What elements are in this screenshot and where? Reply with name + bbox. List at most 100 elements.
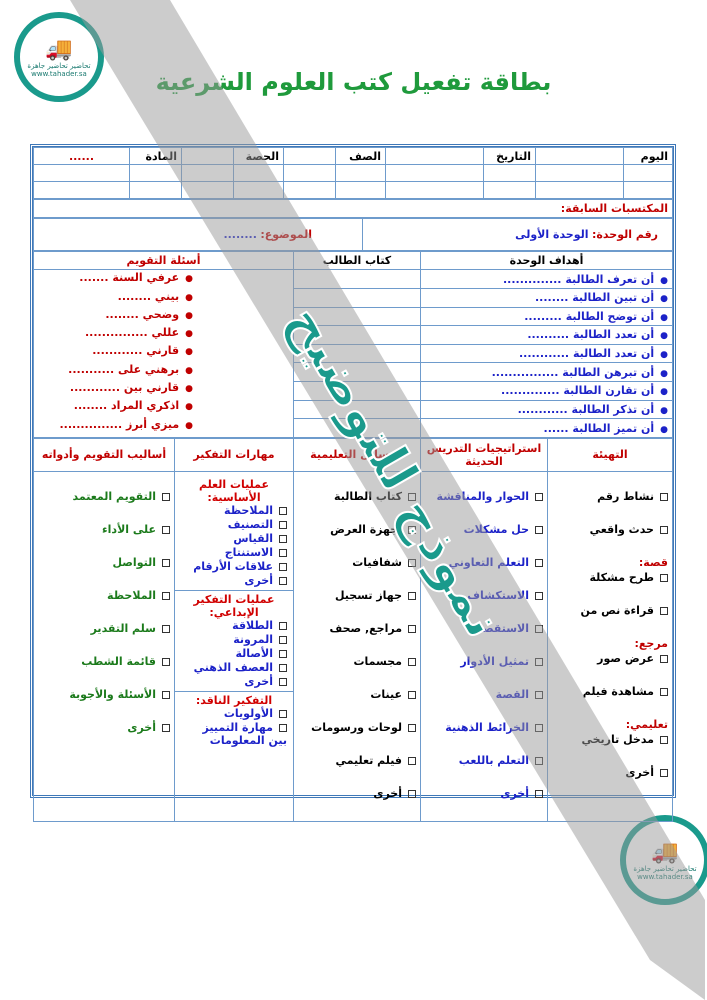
checkbox-item-strategy[interactable]: التعلم باللعب	[425, 754, 543, 767]
checkbox-item-strategy[interactable]: تمثيل الأدوار	[425, 655, 543, 668]
book-cell[interactable]	[293, 287, 421, 308]
checkbox-item-assessment[interactable]: سلم التقدير	[38, 622, 170, 635]
subject-value[interactable]: ......	[33, 147, 130, 165]
checkbox-icon[interactable]	[162, 690, 170, 699]
checkbox-item-warmup[interactable]: طرح مشكلة	[552, 571, 668, 584]
book-cell[interactable]	[293, 399, 421, 420]
checkbox-item-assessment[interactable]: التواصل	[38, 556, 170, 569]
checkbox-icon[interactable]	[535, 558, 543, 567]
checkbox-icon[interactable]	[408, 690, 416, 699]
checkbox-icon[interactable]	[660, 492, 668, 501]
checkbox-icon[interactable]	[279, 635, 287, 644]
checkbox-item-aid[interactable]: مجسمات	[298, 655, 416, 668]
book-cell[interactable]	[293, 306, 421, 327]
checkbox-item-warmup[interactable]: عرض صور	[552, 652, 668, 665]
checkbox-item-aid[interactable]: فيلم تعليمي	[298, 754, 416, 767]
checkbox-icon[interactable]	[535, 525, 543, 534]
checkbox-item-thinking[interactable]: أخرى	[181, 675, 287, 688]
checkbox-item-thinking[interactable]: الطلاقة	[181, 619, 287, 632]
checkbox-item-warmup[interactable]: حدث واقعي	[552, 523, 668, 536]
checkbox-item-strategy[interactable]: القصة	[425, 688, 543, 701]
checkbox-icon[interactable]	[408, 591, 416, 600]
checkbox-icon[interactable]	[535, 690, 543, 699]
checkbox-item-strategy[interactable]: التعلم التعاوني	[425, 556, 543, 569]
checkbox-icon[interactable]	[535, 591, 543, 600]
checkbox-icon[interactable]	[279, 562, 287, 571]
checkbox-icon[interactable]	[660, 735, 668, 744]
checkbox-item-thinking[interactable]: التصنيف	[181, 518, 287, 531]
checkbox-item-thinking[interactable]: المرونة	[181, 633, 287, 646]
checkbox-icon[interactable]	[408, 723, 416, 732]
checkbox-item-thinking[interactable]: أخرى	[181, 574, 287, 587]
checkbox-item-strategy[interactable]: الخرائط الذهنية	[425, 721, 543, 734]
checkbox-item-warmup[interactable]: أخرى	[552, 766, 668, 779]
checkbox-icon[interactable]	[162, 492, 170, 501]
checkbox-icon[interactable]	[279, 534, 287, 543]
checkbox-item-thinking[interactable]: الملاحظة	[181, 504, 287, 517]
checkbox-icon[interactable]	[408, 756, 416, 765]
checkbox-item-aid[interactable]: أجهزة العرض	[298, 523, 416, 536]
checkbox-item-assessment[interactable]: الأسئلة والأجوبة	[38, 688, 170, 701]
checkbox-item-aid[interactable]: لوحات ورسومات	[298, 721, 416, 734]
day-value[interactable]	[535, 147, 624, 165]
checkbox-icon[interactable]	[279, 548, 287, 557]
checkbox-item-thinking[interactable]: الاستنتاج	[181, 546, 287, 559]
checkbox-icon[interactable]	[279, 709, 287, 718]
checkbox-icon[interactable]	[162, 525, 170, 534]
checkbox-item-warmup[interactable]: نشاط رقم	[552, 490, 668, 503]
checkbox-item-aid[interactable]: شفافيات	[298, 556, 416, 569]
checkbox-item-thinking[interactable]: الأولويات	[181, 707, 287, 720]
checkbox-item-strategy[interactable]: حل مشكلات	[425, 523, 543, 536]
checkbox-icon[interactable]	[535, 723, 543, 732]
checkbox-icon[interactable]	[408, 789, 416, 798]
checkbox-icon[interactable]	[535, 789, 543, 798]
checkbox-icon[interactable]	[162, 657, 170, 666]
checkbox-icon[interactable]	[162, 624, 170, 633]
book-cell[interactable]	[293, 343, 421, 364]
checkbox-icon[interactable]	[660, 606, 668, 615]
checkbox-item-thinking[interactable]: الأصالة	[181, 647, 287, 660]
book-cell[interactable]	[293, 362, 421, 383]
checkbox-icon[interactable]	[535, 756, 543, 765]
period-value[interactable]	[181, 147, 234, 165]
checkbox-item-strategy[interactable]: أخرى	[425, 787, 543, 800]
checkbox-item-strategy[interactable]: الاستكشاف	[425, 589, 543, 602]
checkbox-icon[interactable]	[162, 723, 170, 732]
checkbox-icon[interactable]	[279, 520, 287, 529]
book-cell[interactable]	[293, 269, 421, 289]
checkbox-item-warmup[interactable]: قراءة نص من	[552, 604, 668, 617]
checkbox-item-aid[interactable]: جهاز تسجيل	[298, 589, 416, 602]
checkbox-icon[interactable]	[408, 492, 416, 501]
checkbox-item-warmup[interactable]: مدخل تاريخي	[552, 733, 668, 746]
book-cell[interactable]	[293, 418, 421, 438]
checkbox-icon[interactable]	[279, 649, 287, 658]
checkbox-icon[interactable]	[279, 677, 287, 686]
date-value[interactable]	[385, 147, 484, 165]
checkbox-item-assessment[interactable]: قائمة الشطب	[38, 655, 170, 668]
checkbox-icon[interactable]	[279, 506, 287, 515]
checkbox-icon[interactable]	[279, 723, 287, 732]
checkbox-item-assessment[interactable]: على الأداء	[38, 523, 170, 536]
checkbox-icon[interactable]	[279, 576, 287, 585]
checkbox-item-assessment[interactable]: الملاحظة	[38, 589, 170, 602]
checkbox-icon[interactable]	[279, 621, 287, 630]
checkbox-icon[interactable]	[408, 558, 416, 567]
checkbox-icon[interactable]	[535, 624, 543, 633]
checkbox-icon[interactable]	[279, 663, 287, 672]
checkbox-item-aid[interactable]: مراجع, صحف	[298, 622, 416, 635]
checkbox-item-strategy[interactable]: الاستقصاء	[425, 622, 543, 635]
class-value[interactable]	[283, 147, 336, 165]
checkbox-icon[interactable]	[162, 591, 170, 600]
checkbox-item-thinking[interactable]: العصف الذهني	[181, 661, 287, 674]
checkbox-item-aid[interactable]: عينات	[298, 688, 416, 701]
checkbox-icon[interactable]	[408, 624, 416, 633]
checkbox-item-thinking[interactable]: القياس	[181, 532, 287, 545]
checkbox-item-assessment[interactable]: أخرى	[38, 721, 170, 734]
checkbox-item-thinking[interactable]: مهارة التمييز بين المعلومات	[181, 721, 287, 747]
book-cell[interactable]	[293, 325, 421, 345]
checkbox-item-thinking[interactable]: علاقات الأرقام	[181, 560, 287, 573]
checkbox-icon[interactable]	[408, 525, 416, 534]
checkbox-icon[interactable]	[535, 492, 543, 501]
checkbox-icon[interactable]	[535, 657, 543, 666]
checkbox-item-assessment[interactable]: التقويم المعتمد	[38, 490, 170, 503]
